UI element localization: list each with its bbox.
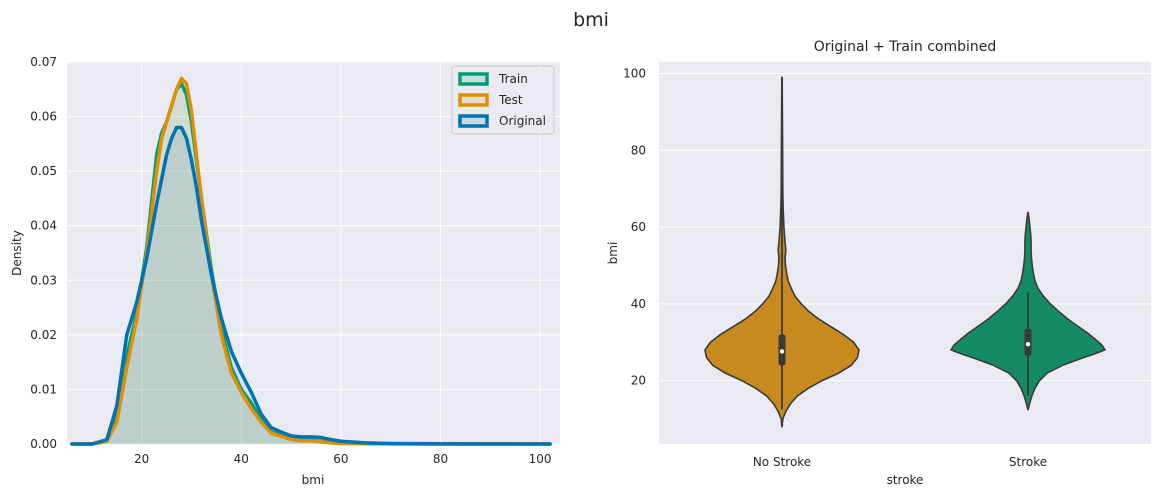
kde-fill-train xyxy=(71,83,551,444)
kde-series-group xyxy=(70,76,552,446)
legend-label-original: Original xyxy=(499,114,546,128)
kde-y-axis-label: Density xyxy=(10,230,24,276)
violin-x-tick-labels: No Stroke Stroke xyxy=(753,455,1047,469)
violin-median-no-stroke xyxy=(779,349,785,354)
violin-plot-area xyxy=(659,62,1151,444)
legend-swatch-train xyxy=(458,72,489,86)
kde-y-tick-label: 0.06 xyxy=(30,110,57,124)
violin-y-tick-label: 40 xyxy=(631,297,646,311)
kde-y-tick-label: 0.01 xyxy=(30,382,57,396)
kde-x-tick-label: 80 xyxy=(433,452,448,466)
kde-y-tick-label: 0.00 xyxy=(30,437,57,451)
legend-label-test: Test xyxy=(498,93,523,107)
figure-suptitle: bmi xyxy=(573,9,609,31)
violin-x-tick-label: No Stroke xyxy=(753,455,811,469)
violin-y-tick-label: 100 xyxy=(623,67,646,81)
violin-y-tick-label: 20 xyxy=(631,374,646,388)
kde-gridlines xyxy=(67,61,560,445)
kde-y-tick-label: 0.03 xyxy=(30,273,57,287)
violin-y-tick-labels: 20 40 60 80 100 xyxy=(623,67,646,388)
kde-x-tick-label: 60 xyxy=(333,452,348,466)
violin-median-stroke xyxy=(1025,341,1031,347)
kde-y-tick-label: 0.05 xyxy=(30,164,57,178)
kde-x-tick-label: 40 xyxy=(234,452,249,466)
violin-x-axis-label: stroke xyxy=(887,473,924,487)
violin-chart-title: Original + Train combined xyxy=(814,39,997,55)
kde-fill-original xyxy=(71,127,551,445)
kde-density-chart: 20 40 60 80 100 0.00 0.01 0.02 0.03 0.04 0.05 0.06… xyxy=(10,55,560,487)
kde-y-tick-label: 0.04 xyxy=(30,219,57,233)
kde-x-tick-label: 20 xyxy=(134,452,149,466)
kde-y-tick-label: 0.02 xyxy=(30,328,57,342)
violin-chart: No Stroke Stroke 20 40 60 80 100 Original + T… xyxy=(606,39,1151,487)
legend-label-train: Train xyxy=(498,72,528,86)
kde-y-tick-label: 0.07 xyxy=(30,55,57,69)
violin-y-tick-label: 80 xyxy=(631,143,646,157)
violin-bodies-group xyxy=(704,76,1106,428)
legend-swatch-original xyxy=(458,114,489,128)
kde-x-axis-label: bmi xyxy=(302,473,325,487)
legend-swatch-test xyxy=(458,93,489,107)
violin-x-tick-label: Stroke xyxy=(1009,455,1047,469)
kde-legend: Train Test Original xyxy=(451,65,555,135)
kde-y-tick-labels: 0.00 0.01 0.02 0.03 0.04 0.05 0.06 0.07 xyxy=(30,55,57,451)
violin-y-axis-label: bmi xyxy=(606,242,620,265)
kde-x-tick-labels: 20 40 60 80 100 xyxy=(134,452,551,466)
kde-line-original xyxy=(70,125,552,446)
kde-x-tick-label: 100 xyxy=(529,452,552,466)
violin-y-tick-label: 60 xyxy=(631,220,646,234)
